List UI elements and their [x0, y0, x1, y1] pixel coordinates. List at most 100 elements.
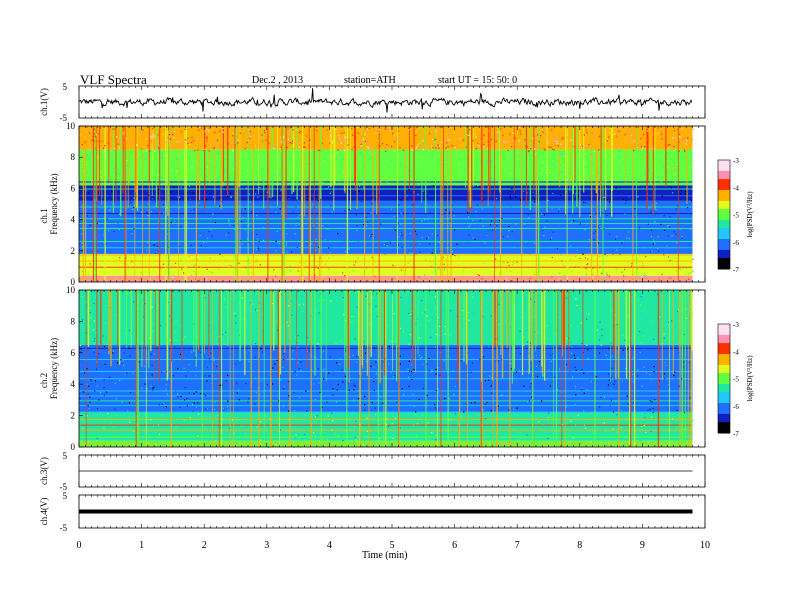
ch1-spectrogram-hot-speckle	[535, 137, 537, 139]
ch2-spectrogram-speckle	[230, 307, 232, 309]
ch1-spectrogram-speckle	[509, 195, 511, 197]
ch1-spectrogram-speckle	[189, 198, 191, 200]
ch1-spectrogram-speckle	[552, 192, 554, 195]
ch2-spectrogram-speckle	[91, 291, 93, 293]
ch1-spectrogram-speckle	[88, 192, 90, 194]
ch2-spectrogram-speckle	[616, 431, 618, 434]
ch1-spectrogram-speckle	[641, 276, 643, 278]
ch2-spectrogram-speckle	[90, 306, 92, 309]
ch2-spectrogram-speckle	[409, 344, 411, 347]
ch2-spectrogram-speckle	[666, 402, 668, 404]
ch1-spectrogram-hot-speckle	[630, 133, 632, 135]
ch1-spectrogram-hot-speckle	[85, 135, 87, 137]
ch1-spectrogram-speckle	[671, 152, 673, 154]
ch2-spectrogram-speckle	[121, 443, 124, 445]
ch1-spectrogram-hot-speckle	[672, 137, 674, 139]
ch2-spectrogram-speckle	[586, 389, 588, 391]
ch2-spectrogram-speckle	[231, 376, 234, 378]
ch1-spectrogram-speckle	[280, 275, 282, 277]
ch1-spectrogram-speckle	[326, 188, 328, 190]
ch1-spectrogram-hot-speckle	[407, 127, 410, 129]
ch2-spectrogram-speckle	[283, 385, 285, 388]
ch2-spectrogram-speckle	[686, 445, 688, 447]
ch2-spectrogram-speckle	[681, 378, 683, 380]
ch1-spectrogram-speckle	[493, 194, 495, 197]
ch1-spectrogram-speckle	[206, 213, 209, 215]
ch1-spectrogram-hot-speckle	[191, 136, 193, 139]
ch2-spectrogram-speckle	[177, 396, 179, 398]
ch1-spectrogram-speckle	[299, 159, 302, 162]
ch1-spectrogram-speckle	[139, 261, 141, 263]
ch1-spectrogram-speckle	[206, 166, 209, 169]
ch1-spectrogram-speckle	[692, 240, 694, 242]
ch1-spectrogram-hot-speckle	[673, 148, 675, 151]
ch1-spectrogram-speckle	[500, 174, 502, 176]
ch2-spectrogram-speckle	[87, 331, 89, 333]
ch2-spectrogram-speckle	[353, 389, 355, 391]
ch2-spectrogram-speckle	[573, 312, 575, 314]
ch2-spectrogram-speckle	[125, 332, 127, 334]
ch1-spectrogram-speckle	[539, 136, 541, 138]
ch2-spectrogram-speckle	[379, 396, 382, 398]
ch1-spectrogram-speckle	[400, 224, 402, 226]
ch1-spectrogram-speckle	[115, 279, 117, 281]
ch2-spectrogram-speckle	[163, 302, 165, 305]
ch1-spectrogram-speckle	[214, 221, 217, 224]
ch1-spectrogram-hot-speckle	[204, 130, 206, 133]
ch1-spectrogram-speckle	[674, 166, 676, 168]
ch1-spectrogram-speckle	[496, 225, 498, 227]
ch1-spectrogram-hot-speckle	[550, 146, 552, 148]
ch2-spectrogram-speckle	[165, 389, 167, 391]
ch2-spectrogram-speckle	[659, 316, 661, 318]
ch1-spectrogram-hot-speckle	[119, 147, 122, 149]
ch2-spectrogram-speckle	[214, 401, 216, 403]
ch2-spectrogram-speckle	[435, 390, 437, 392]
ch2-spectrogram-speckle	[226, 406, 229, 408]
ch2-spectrogram-colorbar-frame	[717, 323, 731, 434]
ch2-spectrogram-speckle	[393, 443, 396, 445]
ch2-spectrogram-speckle	[582, 370, 585, 372]
ch2-spectrogram-speckle	[468, 445, 470, 447]
ch1-spectrogram-speckle	[96, 223, 99, 225]
ch1-spectrogram-hot-speckle	[107, 142, 109, 145]
ch1-spectrogram-speckle	[251, 272, 253, 274]
ch2-spectrogram-speckle	[590, 412, 592, 415]
ch1-spectrogram-hot-speckle	[538, 140, 540, 143]
ch2-spectrogram-speckle	[163, 443, 165, 445]
ch2-spectrogram-speckle	[276, 359, 278, 362]
ch2-spectrogram-speckle	[632, 380, 634, 383]
ch1-spectrogram-speckle	[623, 268, 626, 270]
ch1-spectrogram-speckle	[228, 219, 230, 221]
ch1-spectrogram-speckle	[173, 185, 175, 187]
ch2-spectrogram-speckle	[637, 299, 639, 301]
ch1-spectrogram-speckle	[608, 233, 611, 236]
ch1-spectrogram-speckle	[688, 278, 690, 281]
ch1-spectrogram-speckle	[595, 235, 598, 238]
ch2-spectrogram-speckle	[486, 308, 488, 310]
ch1-spectrogram-speckle	[337, 161, 339, 163]
ch1-spectrogram-speckle	[330, 237, 332, 239]
ch2-spectrogram-speckle	[490, 410, 492, 412]
ch1-spectrogram-speckle	[576, 254, 578, 256]
ch1-spectrogram-speckle	[108, 210, 110, 212]
ch1-spectrogram-speckle	[330, 205, 332, 207]
ch2-spectrogram-speckle	[565, 364, 567, 366]
ch2-spectrogram-speckle	[569, 370, 571, 373]
ch1-spectrogram-speckle	[200, 178, 202, 180]
ch1-spectrogram-speckle	[459, 251, 462, 253]
ch1-spectrogram-speckle	[644, 173, 646, 176]
ch1-spectrogram-speckle	[520, 205, 522, 207]
ch2-spectrogram-speckle	[453, 393, 455, 396]
ch2-spectrogram-speckle	[86, 415, 88, 417]
ch2-spectrogram-speckle	[453, 354, 455, 356]
ch1-spectrogram-speckle	[109, 194, 111, 196]
ch1-spectrogram-speckle	[274, 224, 276, 226]
ch1-spectrogram-hot-speckle	[432, 146, 434, 148]
ch2-spectrogram-speckle	[193, 402, 195, 404]
ch1-spectrogram-speckle	[621, 143, 623, 145]
ch1-spectrogram-speckle	[150, 177, 152, 179]
ch2-spectrogram-colorbar-cell	[718, 386, 730, 390]
ch2-spectrogram-colorbar-cell	[718, 334, 730, 339]
ch1-spectrogram-speckle	[87, 274, 89, 276]
ch1-spectrogram-speckle	[591, 163, 594, 165]
